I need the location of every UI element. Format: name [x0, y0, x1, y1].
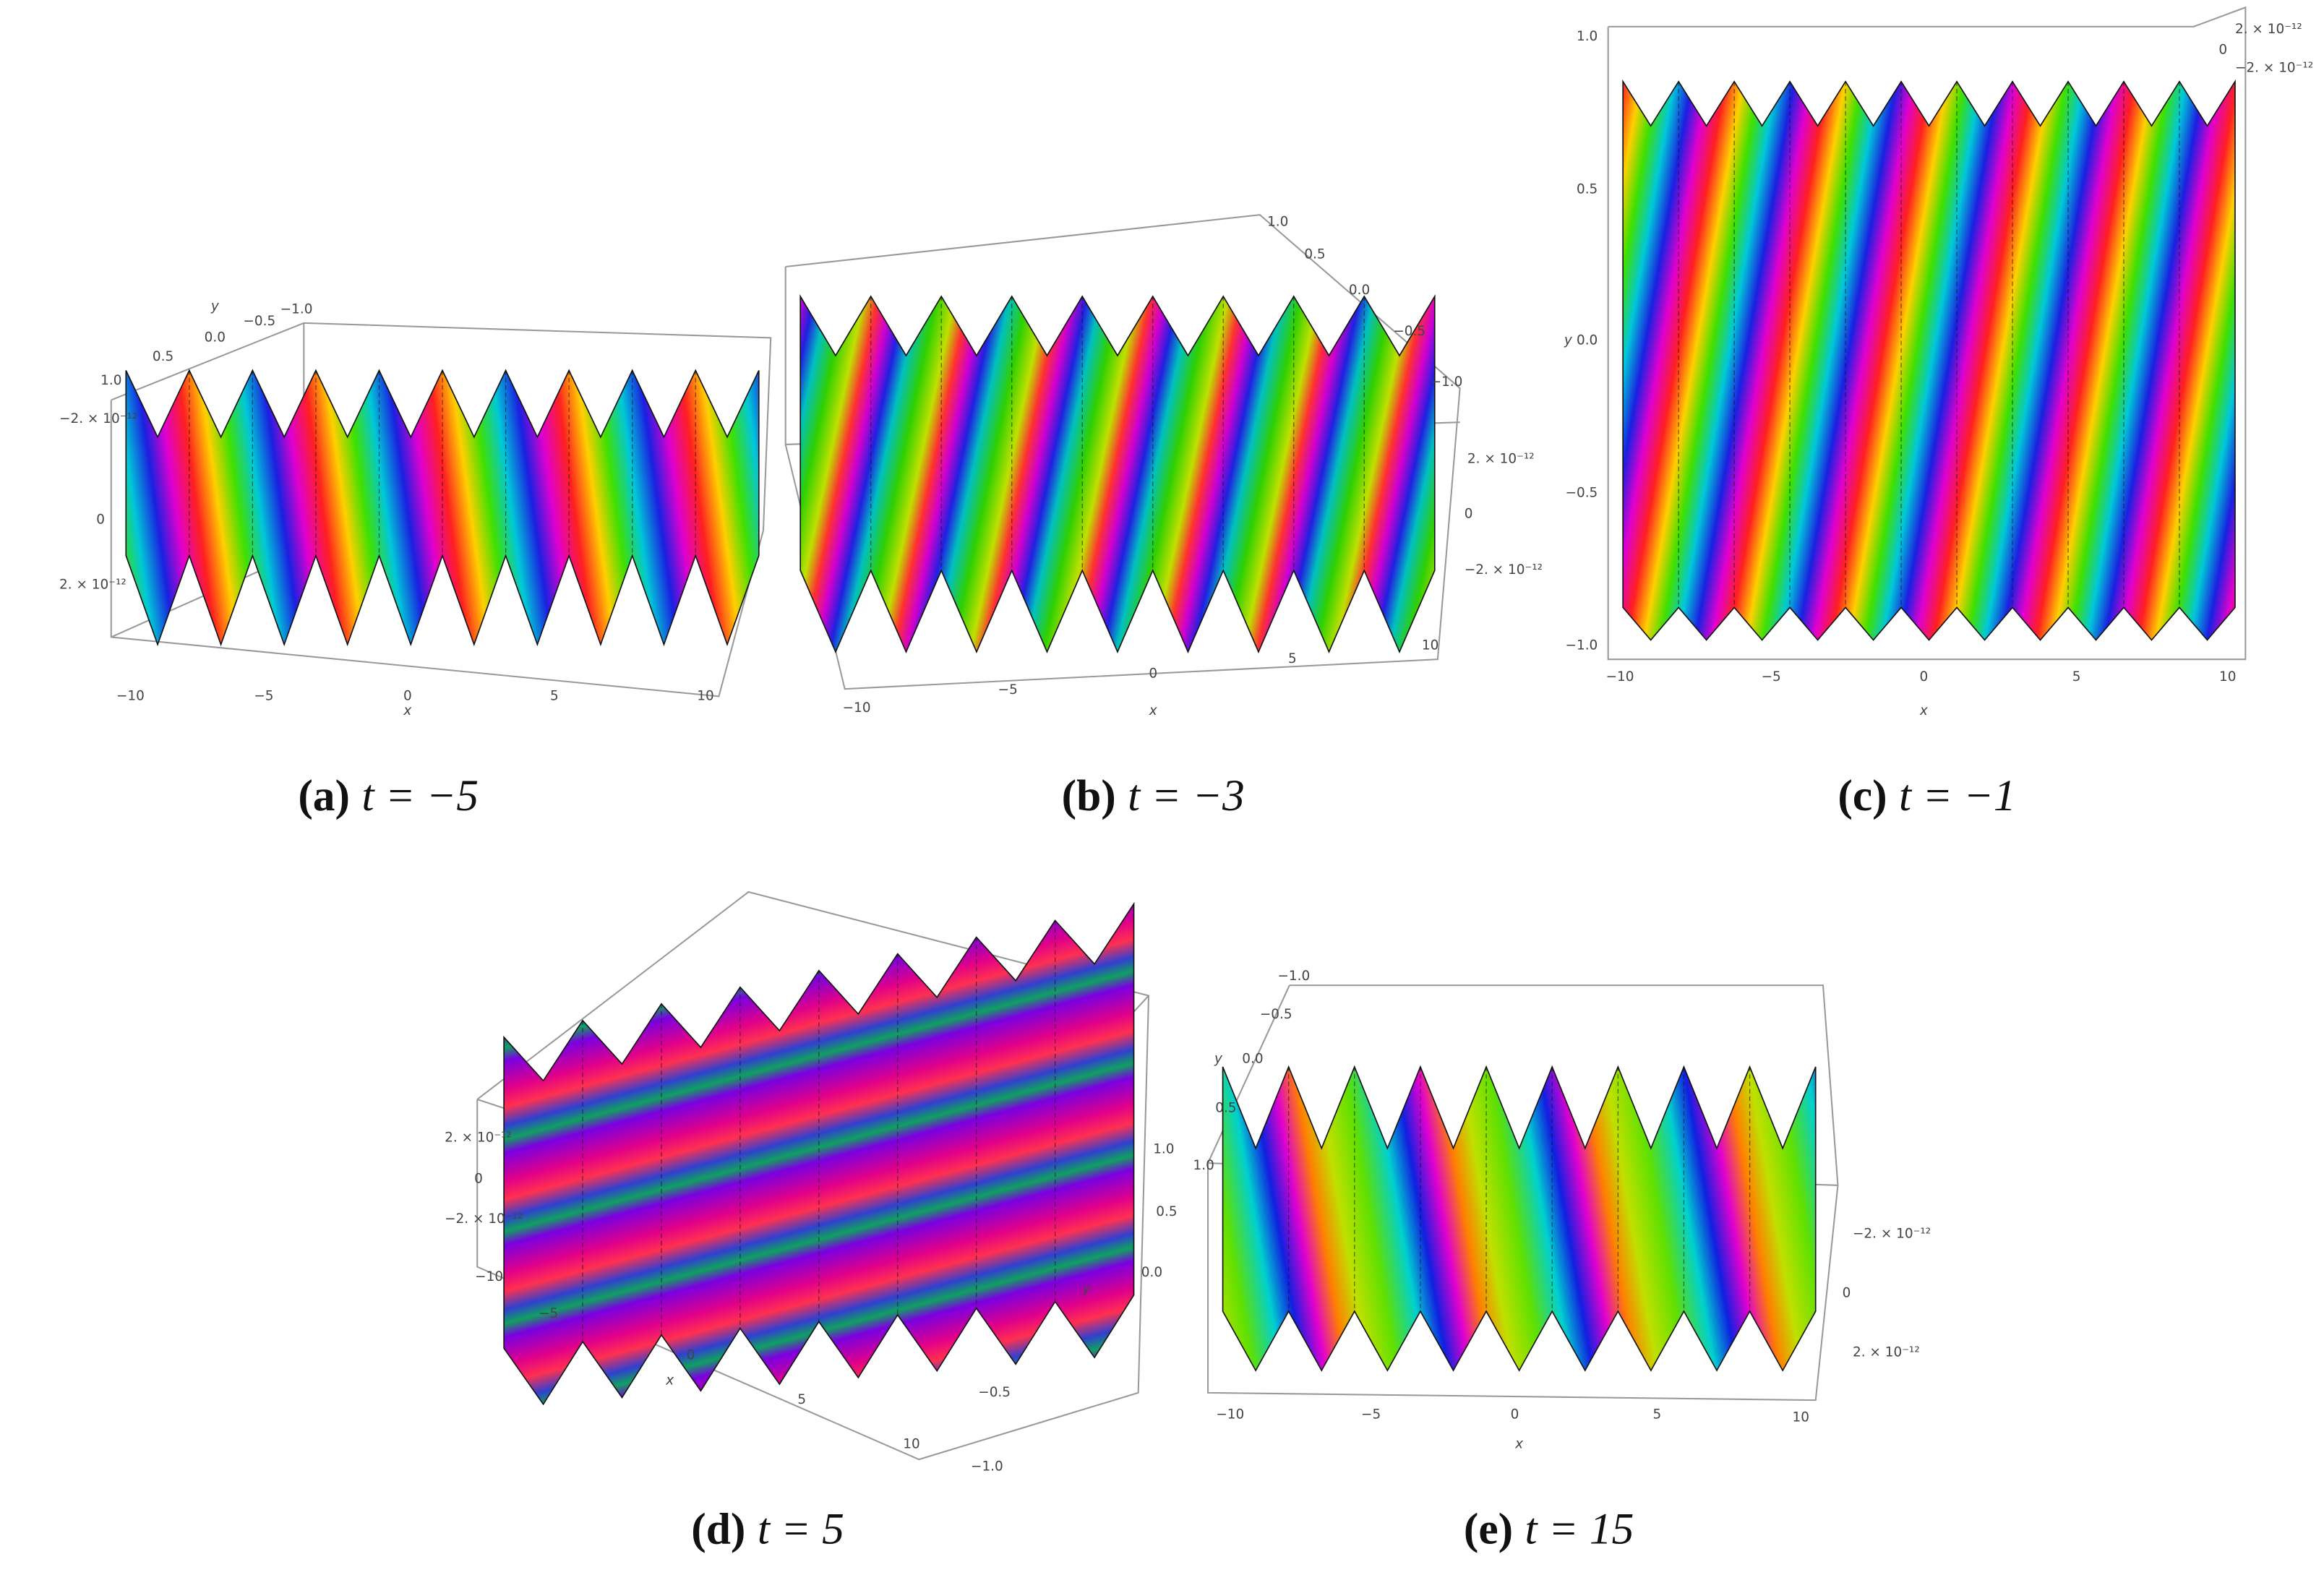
panel-label: (b) — [1062, 771, 1116, 820]
y-tick-label: −0.5 — [243, 314, 275, 329]
x-tick-label: −5 — [254, 688, 273, 703]
x-tick-label: −10 — [1216, 1407, 1244, 1422]
x-tick-label: 0 — [403, 688, 412, 703]
z-tick-label: 2. × 10⁻¹² — [1853, 1345, 1920, 1360]
x-tick-label: 0 — [1511, 1407, 1519, 1422]
x-tick-label: −10 — [843, 700, 871, 716]
y-axis-label: y — [1564, 332, 1573, 348]
panel-label: (c) — [1838, 771, 1887, 820]
panel-label: (d) — [691, 1505, 745, 1554]
z-tick-label: 0 — [96, 512, 105, 528]
y-tick-label: −0.5 — [1393, 324, 1425, 339]
z-tick-label: −2. × 10⁻¹² — [1853, 1227, 1931, 1242]
y-tick-label: −1.0 — [1566, 638, 1598, 653]
x-tick-label: 5 — [1288, 651, 1297, 666]
y-tick-label: 1.0 — [1577, 29, 1598, 44]
x-tick-label: 0 — [1149, 666, 1157, 682]
y-tick-label: 0.5 — [1304, 247, 1325, 262]
x-tick-label: −5 — [998, 682, 1018, 698]
x-tick-label: −5 — [1762, 669, 1781, 684]
y-tick-label: −0.5 — [1260, 1007, 1292, 1022]
surface — [1222, 1065, 1817, 1372]
z-tick-label: −2. × 10⁻¹² — [59, 411, 137, 426]
y-tick-label: 0.0 — [205, 330, 226, 345]
y-tick-label: 1.0 — [1193, 1158, 1214, 1173]
z-tick-label: −2. × 10⁻¹² — [2235, 60, 2313, 75]
y-tick-label: 0.5 — [1215, 1100, 1236, 1115]
y-tick-label: 1.0 — [100, 373, 121, 388]
box — [1607, 6, 2247, 661]
y-axis-label: y — [1081, 1281, 1091, 1296]
z-tick-label: 0 — [2218, 43, 2227, 58]
z-tick-label: 2. × 10⁻¹² — [445, 1130, 512, 1145]
panel-label: (a) — [298, 771, 350, 820]
caption-text: t = −1 — [1899, 771, 2016, 820]
caption: (e) t = 15 — [1464, 1505, 1634, 1554]
x-tick-label: 10 — [903, 1437, 919, 1452]
y-tick-label: −1.0 — [1431, 374, 1463, 390]
x-tick-label: 10 — [697, 688, 713, 703]
z-tick-label: 2. × 10⁻¹² — [59, 578, 127, 593]
x-axis-label: x — [403, 703, 412, 718]
x-tick-label: 5 — [1652, 1407, 1661, 1422]
x-tick-label: −10 — [116, 688, 145, 703]
y-axis-label: y — [1214, 1052, 1223, 1067]
y-tick-label: 1.0 — [1153, 1142, 1174, 1157]
y-tick-label: −0.5 — [1566, 486, 1598, 501]
caption-text: t = −3 — [1128, 771, 1245, 820]
x-tick-label: 10 — [2219, 669, 2236, 684]
z-tick-label: 0 — [1843, 1286, 1851, 1301]
x-tick-label: 10 — [1422, 638, 1438, 653]
caption: (a) t = −5 — [298, 771, 479, 820]
y-axis-label: y — [210, 299, 220, 314]
caption: (c) t = −1 — [1838, 771, 2015, 820]
x-tick-label: 5 — [550, 688, 559, 703]
y-tick-label: 0.0 — [1141, 1265, 1162, 1280]
x-tick-label: 10 — [1792, 1410, 1809, 1425]
y-tick-label: 0.0 — [1577, 332, 1598, 348]
x-tick-label: −10 — [1606, 669, 1634, 684]
labels: −10 −5 0 5 10 1.0 0.5 0.0 −0.5 −1.0 −2. × 10⁻¹² 0 2.… — [59, 22, 2313, 1554]
caption: (d) t = 5 — [691, 1505, 844, 1554]
y-tick-label: 0.5 — [153, 349, 173, 364]
caption-text: t = 5 — [758, 1505, 844, 1554]
x-tick-label: −5 — [1361, 1407, 1381, 1422]
x-axis-label: x — [1149, 703, 1158, 718]
x-tick-label: 0 — [687, 1348, 695, 1363]
x-axis-label: x — [665, 1373, 674, 1388]
y-tick-label: −0.5 — [978, 1385, 1011, 1400]
y-tick-label: 0.5 — [1156, 1204, 1177, 1219]
z-tick-label: 0 — [474, 1172, 483, 1187]
y-tick-label: 1.0 — [1267, 214, 1288, 229]
y-tick-label: 0.0 — [1349, 283, 1370, 298]
x-tick-label: −10 — [475, 1269, 503, 1284]
caption-text: t = 15 — [1525, 1505, 1634, 1554]
surfaces — [125, 79, 2236, 1406]
z-tick-label: 2. × 10⁻¹² — [1467, 451, 1535, 466]
x-tick-label: −5 — [539, 1306, 558, 1321]
y-tick-label: −1.0 — [280, 301, 313, 317]
x-axis-label: x — [1919, 703, 1929, 718]
x-tick-label: 0 — [1920, 669, 1929, 684]
box — [476, 891, 1150, 1461]
caption: (b) t = −3 — [1062, 771, 1245, 820]
x-axis-label: x — [1514, 1437, 1524, 1452]
z-tick-label: −2. × 10⁻¹² — [445, 1211, 523, 1227]
y-tick-label: 0.5 — [1577, 181, 1598, 197]
surface — [799, 293, 1436, 654]
z-tick-label: 2. × 10⁻¹² — [2235, 22, 2302, 37]
z-tick-label: 0 — [1465, 506, 1473, 521]
caption-text: t = −5 — [361, 771, 479, 820]
z-tick-label: −2. × 10⁻¹² — [1465, 562, 1543, 578]
x-tick-label: 5 — [797, 1392, 806, 1407]
y-tick-label: 0.0 — [1242, 1052, 1263, 1067]
x-tick-label: 5 — [2072, 669, 2081, 684]
panel-label: (e) — [1464, 1505, 1513, 1554]
surface — [1622, 79, 2236, 641]
y-tick-label: −1.0 — [1277, 969, 1310, 984]
y-tick-label: −1.0 — [971, 1459, 1003, 1474]
